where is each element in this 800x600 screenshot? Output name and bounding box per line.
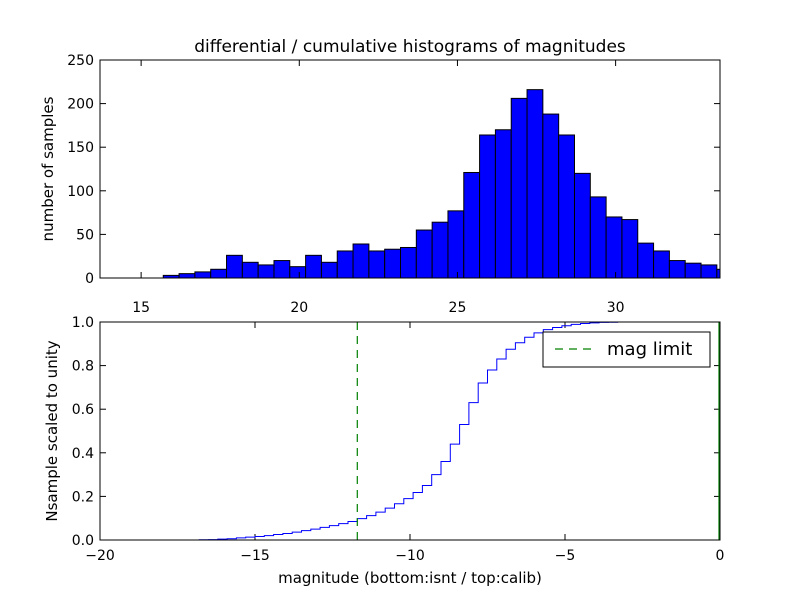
- histogram-bar: [415, 229, 433, 279]
- histogram-bar: [542, 113, 560, 279]
- cumulative-panel: 0.0 0.2 0.4 0.6 0.8 1.0 −20 −15 −10 −5 0 magnitude…: [43, 315, 724, 587]
- cumulative-step-line: [100, 321, 720, 541]
- histogram-bar: [273, 260, 291, 279]
- cumulative-x-tick-label: 0: [716, 548, 725, 564]
- cumulative-frame: [99, 321, 721, 541]
- histogram-panel: differential / cumulative histograms of …: [39, 37, 721, 316]
- histogram-bar: [526, 89, 544, 279]
- histogram-bar: [589, 196, 607, 279]
- cumulative-y-tick-label: 0.4: [72, 446, 94, 462]
- histogram-bar: [194, 271, 212, 279]
- cumulative-x-label: magnitude (bottom:isnt / top:calib): [278, 569, 542, 587]
- histogram-bars: [162, 89, 721, 279]
- histogram-bar: [668, 260, 686, 279]
- cumulative-y-label: Nsample scaled to unity: [43, 340, 61, 521]
- legend: mag limit: [542, 331, 711, 368]
- histogram-y-tick-label: 0: [85, 271, 94, 287]
- histogram-bar: [653, 250, 670, 279]
- histogram-bar: [494, 129, 512, 279]
- cumulative-y-tick-label: 0.0: [72, 533, 94, 549]
- histogram-bar: [178, 273, 196, 279]
- histogram-x-tick-label: 15: [132, 300, 150, 316]
- histogram-bar: [637, 242, 655, 279]
- histogram-bar: [621, 219, 639, 279]
- cumulative-y-tick-label: 0.2: [72, 489, 94, 505]
- histogram-bar: [605, 216, 623, 279]
- histogram-bar: [573, 172, 591, 279]
- histogram-bar: [684, 262, 702, 279]
- histogram-bar: [257, 264, 275, 279]
- cumulative-ticks: 0.0 0.2 0.4 0.6 0.8 1.0 −20 −15 −10 −5 0: [72, 315, 725, 564]
- histogram-bar: [320, 261, 338, 279]
- histogram-bar: [400, 246, 417, 279]
- cumulative-y-tick-label: 0.6: [72, 402, 94, 418]
- histogram-bar: [384, 248, 402, 279]
- histogram-bar: [336, 250, 354, 279]
- histogram-bar: [368, 250, 386, 279]
- cumulative-x-tick-label: −15: [240, 548, 270, 564]
- legend-label: mag limit: [607, 339, 692, 360]
- histogram-bar: [431, 221, 449, 279]
- histogram-ticks: 0 50 100 150 200 250 15 20 25 30: [67, 53, 720, 316]
- histogram-bar: [447, 210, 465, 279]
- histogram-bar: [241, 261, 259, 279]
- histogram-x-tick-label: 25: [449, 300, 467, 316]
- cumulative-x-tick-label: −5: [555, 548, 576, 564]
- histogram-y-tick-label: 200: [67, 97, 94, 113]
- histogram-bar: [289, 266, 307, 279]
- histogram-bar: [210, 268, 228, 279]
- cumulative-y-tick-label: 1.0: [72, 315, 94, 331]
- histogram-x-tick-label: 20: [290, 300, 308, 316]
- histogram-bar: [479, 134, 496, 279]
- histogram-y-tick-label: 100: [67, 184, 94, 200]
- histogram-bar: [352, 243, 370, 279]
- histogram-bar: [226, 254, 243, 279]
- cumulative-x-tick-label: −10: [395, 548, 425, 564]
- histogram-y-tick-label: 250: [67, 53, 94, 69]
- histogram-y-tick-label: 150: [67, 140, 94, 156]
- cumulative-y-tick-label: 0.8: [72, 359, 94, 375]
- histogram-bar: [700, 264, 718, 279]
- histogram-y-label: number of samples: [39, 96, 57, 241]
- histogram-frame: [99, 59, 721, 279]
- histogram-y-tick-label: 50: [76, 227, 94, 243]
- cumulative-x-tick-label: −20: [85, 548, 115, 564]
- histogram-bar: [510, 97, 528, 279]
- histogram-bar: [463, 171, 481, 279]
- histogram-bar: [558, 134, 575, 279]
- histogram-x-tick-label: 30: [607, 300, 625, 316]
- histogram-bar: [305, 254, 322, 279]
- histogram-title: differential / cumulative histograms of …: [194, 37, 626, 57]
